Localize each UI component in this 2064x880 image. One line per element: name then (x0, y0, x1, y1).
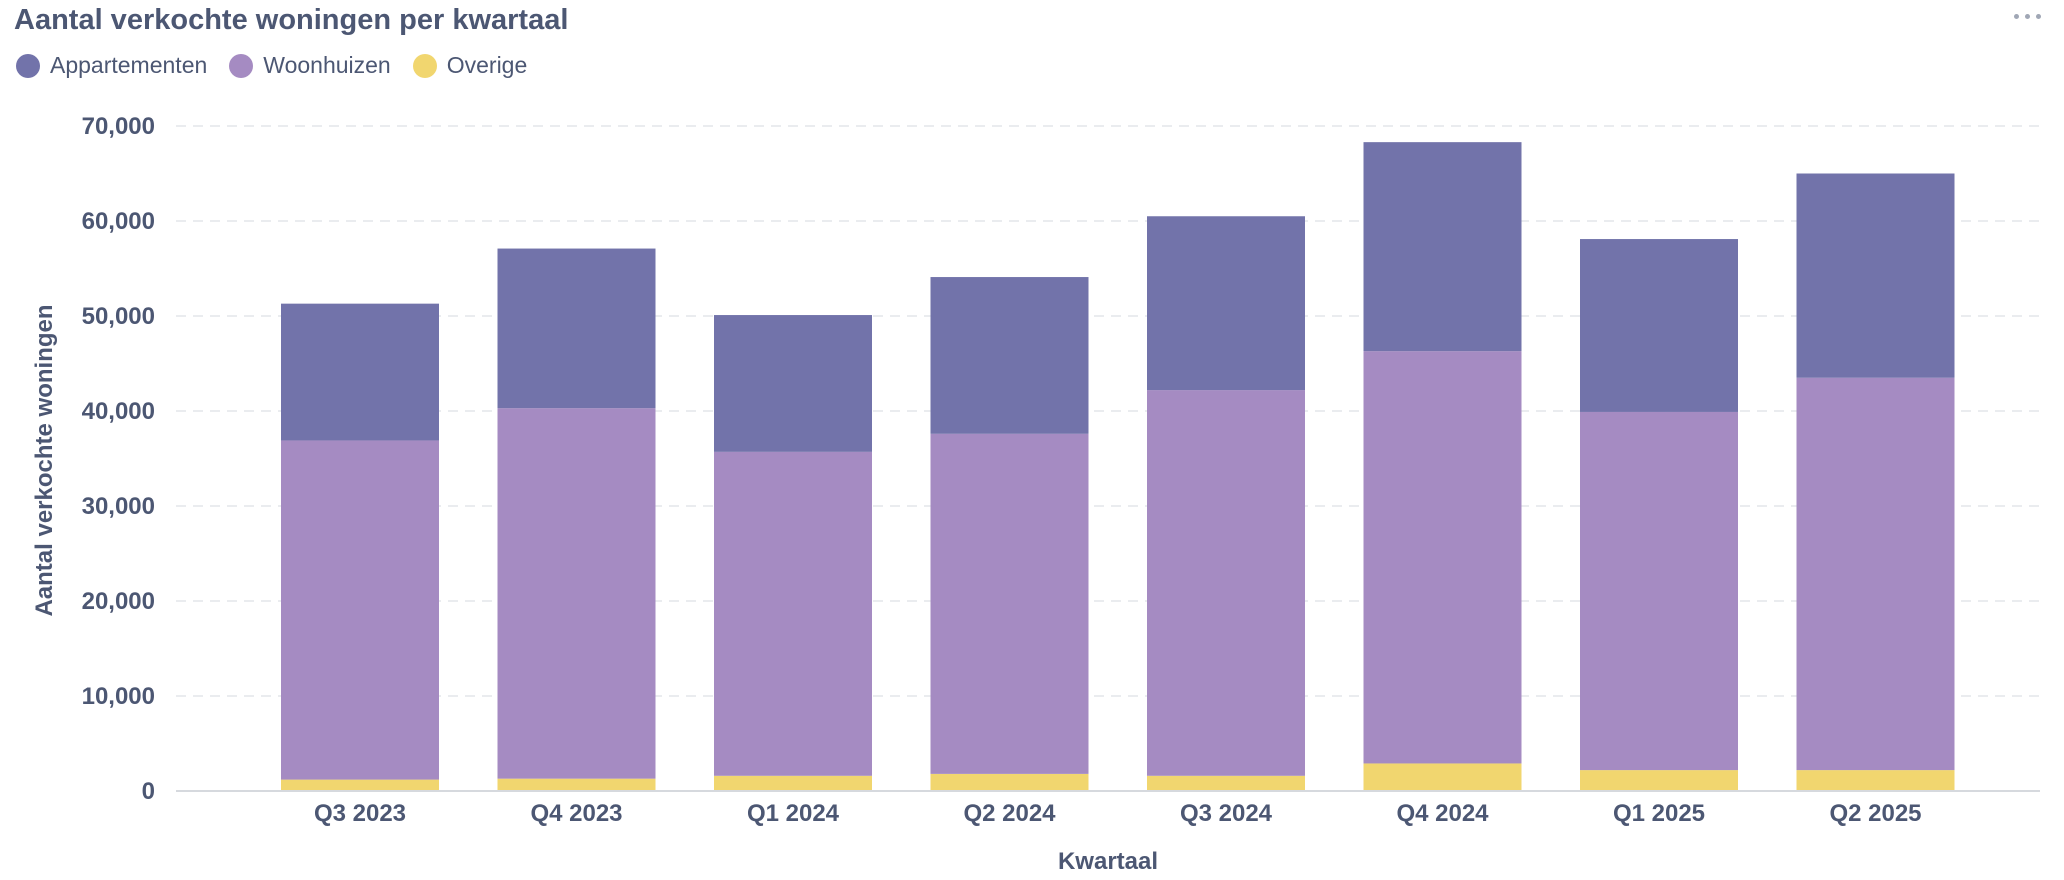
bar-segment-woonhuizen[interactable] (1796, 377, 1955, 771)
x-tick-label: Q1 2025 (1613, 800, 1705, 827)
legend-item-overige[interactable]: Overige (412, 52, 528, 79)
chart-title: Aantal verkochte woningen per kwartaal (14, 4, 569, 36)
bar-segment-appartementen[interactable] (714, 315, 872, 452)
ellipsis-icon[interactable] (2010, 6, 2046, 26)
legend-swatch (16, 53, 40, 78)
x-axis-title: Kwartaal (1058, 848, 1158, 875)
gridlines (176, 125, 2040, 697)
bar-segment-woonhuizen[interactable] (1363, 351, 1522, 764)
bar-segment-appartementen[interactable] (497, 248, 656, 409)
y-tick-label: 20,000 (82, 588, 155, 615)
y-axis-title: Aantal verkochte woningen (31, 304, 58, 616)
bars (281, 142, 1955, 791)
legend-swatch (412, 53, 437, 78)
x-tick-label: Q1 2024 (747, 800, 840, 827)
axes: 0 10,000 20,000 30,000 40,000 50,000 60,000 70,… (31, 113, 2040, 875)
chart-legend: Appartementen Woonhuizen Overige (16, 52, 527, 79)
bar-segment-appartementen[interactable] (1363, 142, 1522, 352)
bar-segment-overige[interactable] (497, 778, 656, 791)
x-tick-label: Q2 2024 (963, 800, 1056, 827)
bar-segment-appartementen[interactable] (1580, 239, 1738, 412)
bar-segment-overige[interactable] (281, 779, 439, 791)
bar-segment-overige[interactable] (1580, 770, 1738, 791)
y-tick-label: 70,000 (82, 113, 155, 140)
x-tick-label: Q3 2023 (314, 800, 406, 827)
bar-segment-woonhuizen[interactable] (497, 408, 656, 779)
y-tick-label: 10,000 (82, 683, 155, 710)
bar-segment-woonhuizen[interactable] (714, 451, 872, 776)
y-tick-label: 0 (142, 778, 155, 805)
bar-segment-appartementen[interactable] (1796, 173, 1955, 378)
bar-segment-woonhuizen[interactable] (281, 440, 439, 780)
bar-segment-appartementen[interactable] (281, 303, 439, 441)
x-tick-label: Q3 2024 (1180, 800, 1273, 827)
bar-segment-overige[interactable] (714, 775, 872, 791)
legend-label: Woonhuizen (263, 52, 391, 78)
legend-item-appartementen[interactable]: Appartementen (16, 52, 207, 79)
x-tick-label: Q4 2023 (530, 800, 622, 827)
x-tick-label: Q4 2024 (1396, 800, 1489, 827)
x-tick-label: Q2 2025 (1829, 800, 1921, 827)
bar-segment-woonhuizen[interactable] (930, 433, 1089, 774)
legend-item-woonhuizen[interactable]: Woonhuizen (229, 52, 391, 79)
bar-segment-woonhuizen[interactable] (1580, 411, 1738, 771)
bar-segment-overige[interactable] (1363, 763, 1522, 791)
bar-segment-woonhuizen[interactable] (1147, 390, 1305, 776)
y-tick-label: 50,000 (82, 303, 155, 330)
bar-segment-appartementen[interactable] (1147, 216, 1305, 391)
legend-swatch (229, 53, 254, 78)
bar-segment-appartementen[interactable] (930, 277, 1089, 434)
bar-segment-overige[interactable] (930, 773, 1089, 791)
legend-label: Appartementen (50, 52, 208, 78)
y-tick-label: 40,000 (82, 398, 155, 425)
y-tick-label: 60,000 (82, 208, 155, 235)
y-tick-label: 30,000 (82, 493, 155, 520)
bar-segment-overige[interactable] (1796, 770, 1955, 791)
bar-segment-overige[interactable] (1147, 775, 1305, 791)
legend-label: Overige (446, 52, 528, 78)
